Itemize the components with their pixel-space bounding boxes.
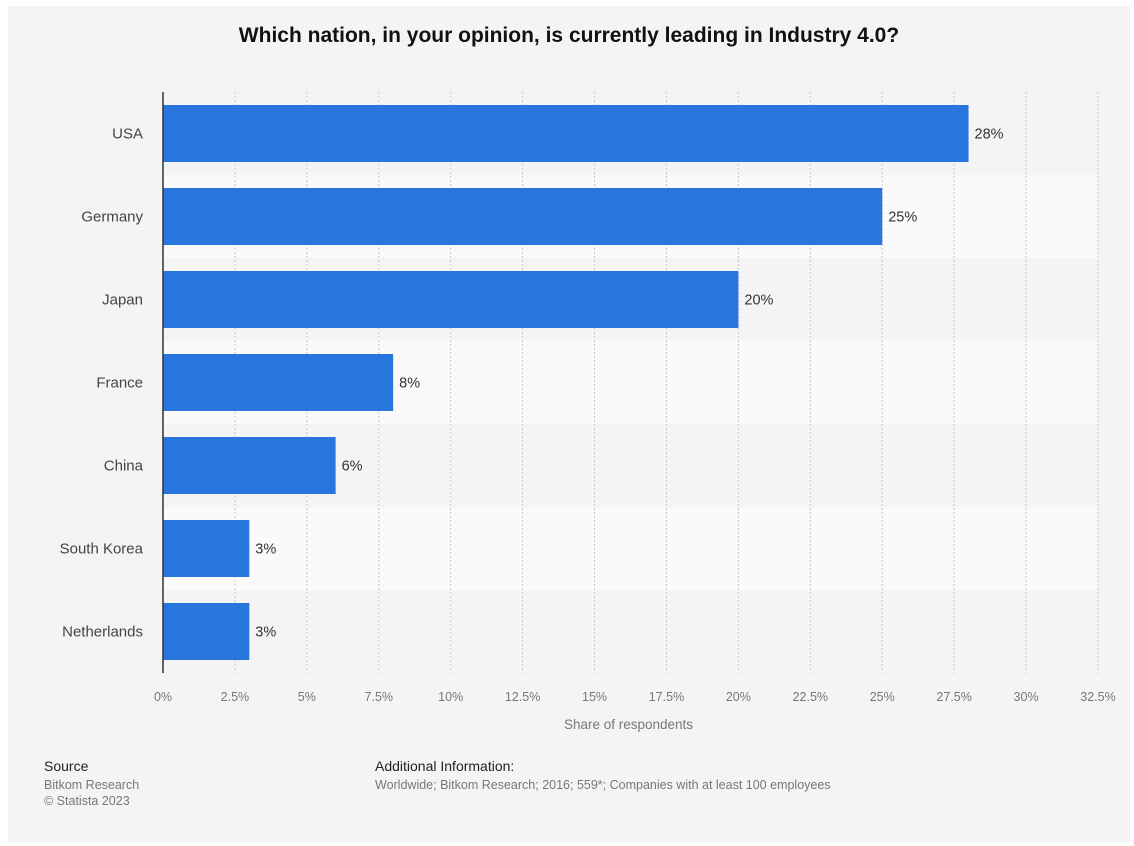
x-tick-label: 12.5% <box>505 690 540 704</box>
source-line-1: Bitkom Research <box>44 778 140 792</box>
x-tick-label: 5% <box>298 690 316 704</box>
x-tick-label: 0% <box>154 690 172 704</box>
chart-card: Which nation, in your opinion, is curren… <box>8 6 1130 842</box>
category-labels: USA Germany Japan France China South Korea Net… <box>60 126 144 641</box>
bar-value-label: 28% <box>975 127 1004 143</box>
x-tick-label: 2.5% <box>221 690 250 704</box>
bar-value-label: 6% <box>342 459 363 475</box>
x-tick-label: 17.5% <box>649 690 684 704</box>
source-heading: Source <box>44 758 89 774</box>
bar <box>163 105 969 162</box>
x-tick-label: 25% <box>870 690 895 704</box>
value-labels: 28% 25% 20% 8% 6% 3% 3% <box>255 127 1003 641</box>
bar <box>163 520 250 577</box>
x-tick-label: 7.5% <box>365 690 394 704</box>
source-line-2: © Statista 2023 <box>44 794 130 808</box>
bar-value-label: 20% <box>744 293 773 309</box>
x-tick-label: 22.5% <box>793 690 828 704</box>
bar <box>163 354 394 411</box>
bar <box>163 271 739 328</box>
chart-title: Which nation, in your opinion, is curren… <box>238 24 900 47</box>
bar-chart: 28% 25% 20% 8% 6% 3% 3% USA Germany Japan France C… <box>60 92 1116 732</box>
bar-value-label: 8% <box>399 376 420 392</box>
category-label: Germany <box>81 209 143 226</box>
category-label: USA <box>112 126 143 143</box>
x-tick-label: 15% <box>582 690 607 704</box>
additional-info-text: Worldwide; Bitkom Research; 2016; 559*; … <box>375 778 831 792</box>
bar-value-label: 3% <box>255 542 276 558</box>
additional-info-heading: Additional Information: <box>375 758 515 774</box>
bar-value-label: 25% <box>888 210 917 226</box>
x-tick-labels: 0% 2.5% 5% 7.5% 10% 12.5% 15% 17.5% 20% 22.5% 25% 2… <box>154 690 1116 704</box>
category-label: France <box>96 375 143 392</box>
category-label: China <box>104 458 144 475</box>
x-tick-label: 30% <box>1014 690 1039 704</box>
bar <box>163 437 336 494</box>
category-label: Japan <box>102 292 143 309</box>
row-band <box>163 590 1098 673</box>
x-tick-label: 27.5% <box>936 690 971 704</box>
x-tick-label: 10% <box>438 690 463 704</box>
bars <box>163 105 969 660</box>
bar <box>163 188 883 245</box>
category-label: Netherlands <box>62 624 143 641</box>
x-axis-title: Share of respondents <box>564 717 693 732</box>
row-band <box>163 507 1098 590</box>
bar <box>163 603 250 660</box>
category-label: South Korea <box>60 541 144 558</box>
x-tick-label: 20% <box>726 690 751 704</box>
x-tick-label: 32.5% <box>1080 690 1115 704</box>
bar-value-label: 3% <box>255 625 276 641</box>
